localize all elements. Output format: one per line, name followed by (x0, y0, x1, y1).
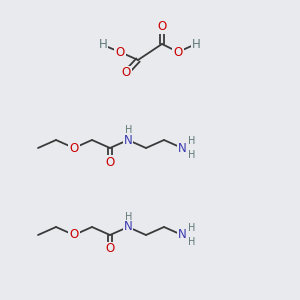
Text: N: N (124, 220, 132, 233)
Text: O: O (105, 242, 115, 256)
Text: H: H (188, 150, 196, 160)
Text: H: H (192, 38, 200, 50)
Text: N: N (178, 142, 186, 154)
Text: H: H (125, 212, 133, 222)
Text: H: H (99, 38, 107, 52)
Text: N: N (178, 229, 186, 242)
Text: H: H (125, 125, 133, 135)
Text: O: O (69, 142, 79, 154)
Text: O: O (105, 155, 115, 169)
Text: O: O (116, 46, 124, 59)
Text: O: O (173, 46, 183, 59)
Text: H: H (188, 223, 196, 233)
Text: N: N (124, 134, 132, 146)
Text: H: H (188, 136, 196, 146)
Text: O: O (158, 20, 166, 34)
Text: O: O (69, 229, 79, 242)
Text: H: H (188, 237, 196, 247)
Text: O: O (122, 67, 130, 80)
